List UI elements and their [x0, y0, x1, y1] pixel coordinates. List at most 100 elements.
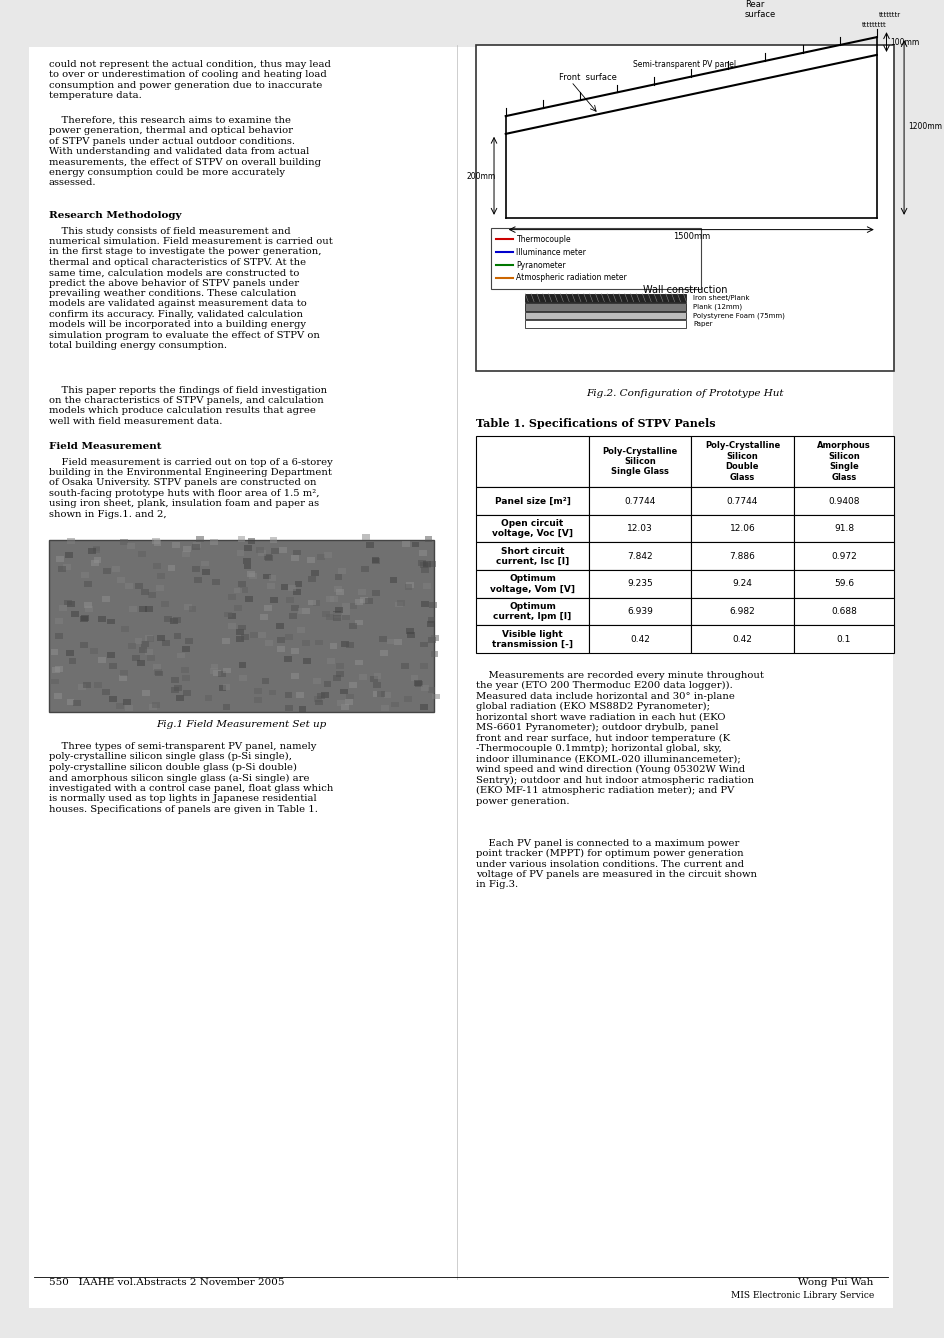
Bar	[419, 550, 427, 555]
Bar	[690, 570, 793, 598]
Text: Poly-Crystalline
Silicon
Single Glass: Poly-Crystalline Silicon Single Glass	[601, 447, 677, 476]
Bar	[78, 684, 86, 690]
Bar	[312, 599, 320, 606]
Bar	[690, 598, 793, 625]
Bar	[316, 554, 324, 561]
Text: Measurements are recorded every minute throughout
the year (ETO 200 Thermoduc E2: Measurements are recorded every minute t…	[476, 670, 764, 805]
Bar	[428, 637, 435, 644]
Bar	[126, 583, 133, 589]
Bar	[429, 602, 437, 607]
Bar	[793, 487, 893, 515]
Bar	[284, 705, 293, 710]
Bar	[371, 557, 379, 562]
Bar	[146, 637, 154, 642]
Bar	[588, 487, 690, 515]
Text: Field measurement is carried out on top of a 6-storey
building in the Environmen: Field measurement is carried out on top …	[49, 458, 332, 519]
Bar	[296, 692, 304, 697]
Bar	[387, 638, 395, 645]
Text: Optimum
current, Ipm [I]: Optimum current, Ipm [I]	[493, 602, 571, 621]
Bar	[337, 700, 345, 706]
Bar	[427, 617, 435, 624]
Bar	[246, 571, 255, 577]
Bar	[210, 668, 217, 674]
Bar	[93, 547, 100, 553]
Bar	[256, 547, 263, 554]
Bar	[295, 581, 302, 587]
Bar	[236, 636, 244, 642]
Bar	[293, 550, 301, 555]
Bar	[265, 555, 273, 561]
Bar	[93, 557, 101, 563]
Bar	[373, 690, 380, 697]
Bar	[132, 656, 140, 661]
Bar	[301, 640, 310, 646]
Bar	[153, 563, 161, 569]
Text: Thermocouple: Thermocouple	[516, 235, 570, 244]
Text: Visible light
transmission [-]: Visible light transmission [-]	[492, 629, 572, 649]
Bar	[141, 641, 148, 648]
Bar	[296, 628, 304, 633]
Bar	[277, 637, 284, 644]
Text: Wall construction: Wall construction	[643, 285, 727, 294]
Bar	[298, 706, 306, 712]
Bar	[228, 594, 236, 599]
Bar	[690, 515, 793, 542]
Bar	[218, 672, 226, 677]
Bar	[238, 625, 246, 630]
Bar	[268, 574, 276, 581]
Bar	[223, 684, 230, 690]
Bar	[793, 436, 893, 487]
Bar	[341, 704, 348, 709]
Bar	[265, 640, 273, 646]
Bar	[71, 611, 78, 617]
Text: 550   IAAHE vol.Abstracts 2 November 2005: 550 IAAHE vol.Abstracts 2 November 2005	[49, 1278, 284, 1287]
Bar	[250, 633, 258, 638]
Bar	[269, 537, 277, 543]
Bar	[411, 542, 419, 547]
Bar	[297, 607, 306, 614]
Bar	[365, 542, 374, 549]
Bar	[55, 666, 62, 673]
Text: could not represent the actual condition, thus may lead
to over or underestimati: could not represent the actual condition…	[49, 60, 330, 100]
Bar	[308, 577, 315, 582]
Bar	[139, 606, 146, 611]
Bar	[254, 697, 261, 704]
Bar	[360, 597, 368, 603]
Bar	[117, 577, 125, 582]
Bar	[373, 682, 380, 688]
Text: Therefore, this research aims to examine the
power generation, thermal and optic: Therefore, this research aims to examine…	[49, 116, 320, 187]
Bar	[525, 294, 685, 301]
Bar	[346, 693, 354, 700]
Bar	[342, 609, 349, 615]
Bar	[148, 593, 156, 598]
Bar	[793, 542, 893, 570]
Bar	[172, 542, 179, 549]
Bar	[51, 649, 59, 654]
Bar	[406, 582, 413, 587]
Bar	[247, 538, 255, 545]
Bar	[394, 640, 401, 645]
Bar	[174, 685, 181, 692]
Bar	[431, 693, 439, 700]
Bar	[80, 642, 88, 649]
Bar	[322, 611, 329, 617]
Text: Panel size [m²]: Panel size [m²]	[494, 496, 570, 506]
Bar	[420, 704, 428, 710]
Bar	[218, 685, 227, 692]
Bar	[120, 670, 127, 676]
Bar	[476, 45, 893, 371]
Bar	[303, 658, 311, 664]
Bar	[108, 653, 115, 658]
Bar	[362, 534, 370, 539]
Bar	[334, 586, 342, 591]
Bar	[476, 598, 588, 625]
Bar	[135, 583, 143, 589]
Bar	[291, 555, 299, 561]
Bar	[329, 597, 338, 602]
Bar	[74, 700, 81, 706]
Bar	[277, 646, 284, 652]
Bar	[314, 696, 322, 702]
Bar	[261, 614, 268, 619]
Bar	[83, 682, 91, 688]
Bar	[588, 598, 690, 625]
